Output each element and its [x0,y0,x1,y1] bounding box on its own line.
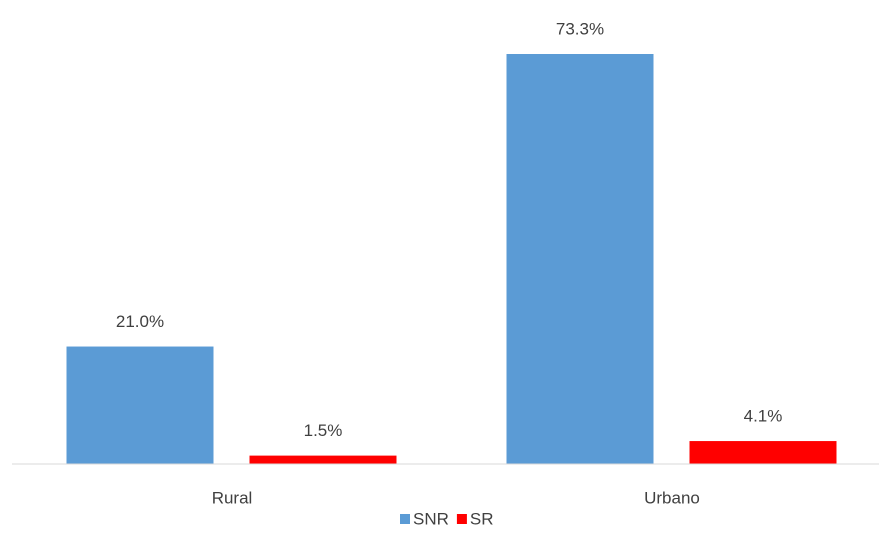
legend-swatch [400,514,410,524]
data-label: 73.3% [556,19,604,38]
x-tick-label: Rural [212,488,253,507]
data-label: 1.5% [304,421,343,440]
legend-swatch [456,514,467,524]
legend-label: SNR [413,509,449,528]
data-label: 4.1% [744,407,783,426]
bar [506,54,654,464]
legend-label: SR [470,509,494,528]
x-tick-label: Urbano [644,488,700,507]
bar [689,441,837,464]
data-label: 21.0% [116,312,164,331]
bar [66,346,214,464]
bar [249,455,397,464]
